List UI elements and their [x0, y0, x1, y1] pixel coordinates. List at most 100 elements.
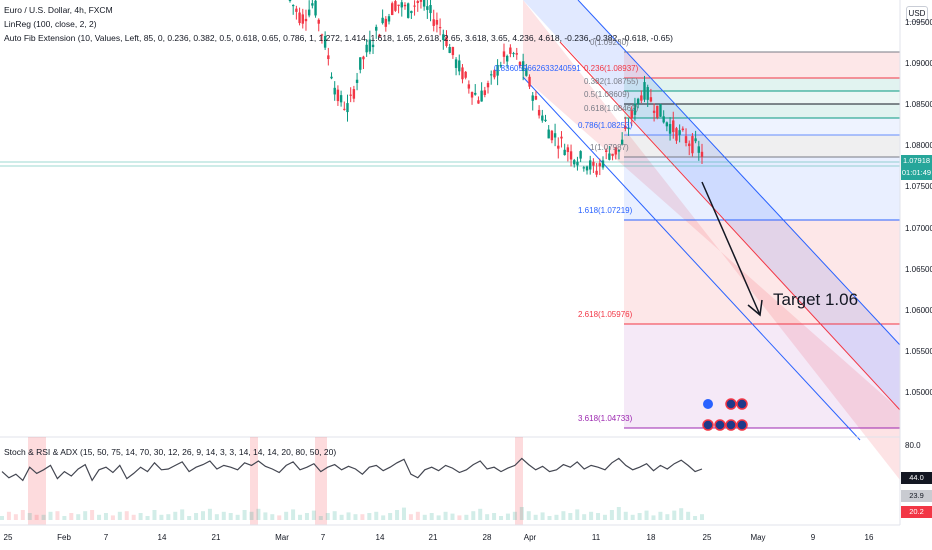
- histogram-bar: [561, 511, 566, 520]
- candle-body: [582, 167, 586, 169]
- price-tick: 1.05500: [905, 346, 932, 356]
- candle-body: [643, 82, 646, 100]
- fib-level-label: 0(1.09230): [590, 38, 629, 47]
- candle-body: [416, 1, 419, 3]
- candle-body: [464, 71, 467, 78]
- time-tick: 7: [320, 533, 326, 542]
- candle-body: [662, 116, 665, 123]
- candle-body: [346, 103, 349, 113]
- candle-body: [368, 39, 372, 52]
- histogram-bar: [360, 514, 365, 520]
- candle-body: [375, 26, 378, 31]
- histogram-bar: [512, 511, 517, 520]
- arrow-head: [747, 299, 763, 317]
- fib-legend[interactable]: Auto Fib Extension (10, Values, Left, 85…: [4, 33, 673, 43]
- candle-body: [458, 60, 461, 72]
- candle-body: [307, 9, 311, 16]
- candle-body: [608, 153, 611, 160]
- histogram-bar: [422, 514, 427, 520]
- candle-body: [576, 161, 579, 166]
- fib-zone: [624, 135, 900, 157]
- currency-label[interactable]: USD: [906, 6, 928, 22]
- candle-body: [633, 103, 637, 115]
- histogram-bar: [408, 514, 413, 520]
- candle-body: [391, 3, 394, 16]
- candle-body: [301, 14, 304, 24]
- time-tick: 25: [3, 533, 13, 542]
- regression-upper-line: [577, 0, 901, 346]
- candle-body: [688, 143, 691, 147]
- indicator-value-tag: 44.0: [901, 472, 932, 484]
- candle-body: [573, 160, 576, 165]
- price-tick: 1.07500: [905, 182, 932, 192]
- time-tick: 21: [428, 533, 438, 542]
- histogram-bar: [693, 516, 698, 520]
- histogram-bar: [602, 514, 607, 520]
- candle-body: [521, 61, 525, 72]
- histogram-bar: [686, 511, 691, 520]
- histogram-bar: [471, 511, 476, 520]
- histogram-bar: [41, 514, 46, 520]
- price-tick: 1.08000: [905, 141, 932, 151]
- candle-body: [563, 149, 566, 156]
- candle-body: [330, 76, 333, 79]
- time-tick: 25: [702, 533, 712, 542]
- candle-body: [400, 2, 403, 8]
- candle-body: [327, 55, 330, 60]
- candle-body: [617, 149, 621, 152]
- histogram-bar: [90, 510, 95, 520]
- time-tick: 18: [646, 533, 656, 542]
- candle-body: [502, 51, 506, 57]
- candle-body: [640, 95, 643, 101]
- candle-body: [598, 163, 601, 167]
- histogram-bar: [505, 513, 510, 520]
- candle-body: [448, 47, 451, 53]
- histogram-bar: [180, 509, 185, 520]
- histogram-bar: [27, 513, 32, 520]
- histogram-bar: [200, 511, 205, 520]
- histogram-bar: [395, 510, 400, 520]
- candle-body: [604, 150, 608, 152]
- time-tick: 16: [864, 533, 874, 542]
- target-annotation[interactable]: Target 1.06: [773, 290, 859, 309]
- candle-body: [352, 89, 356, 99]
- candle-body: [627, 127, 630, 130]
- fib-level-label: 0.5(1.08609): [584, 90, 630, 99]
- price-tick: 1.06000: [905, 305, 932, 315]
- histogram-bar: [131, 514, 136, 520]
- indicator-value-tag: 23.9: [901, 490, 932, 502]
- histogram-bar: [311, 510, 316, 520]
- fib-level-label: 0.836059662633240591: [494, 64, 581, 73]
- histogram-bar: [547, 516, 552, 520]
- candle-body: [381, 17, 384, 24]
- candle-body: [614, 147, 617, 155]
- histogram-bar: [651, 515, 656, 520]
- linreg-legend[interactable]: LinReg (100, close, 2, 2): [4, 19, 97, 29]
- indicator-legend[interactable]: Stoch & RSI & ADX (15, 50, 75, 14, 70, 3…: [4, 447, 337, 457]
- regression-lower-line: [522, 76, 861, 441]
- candle-body: [359, 57, 362, 70]
- candle-body: [525, 68, 528, 76]
- histogram-bar: [207, 508, 212, 520]
- histogram-bar: [353, 514, 358, 520]
- candle-body: [624, 125, 627, 129]
- histogram-bar: [540, 512, 545, 520]
- candle-body: [477, 100, 480, 104]
- histogram-bar: [110, 515, 115, 520]
- indicator-highlights: [28, 437, 523, 525]
- candle-body: [700, 151, 704, 157]
- candle-body: [378, 34, 381, 38]
- candle-body: [515, 53, 518, 55]
- candle-body: [694, 138, 697, 142]
- histogram-bar: [568, 513, 573, 520]
- candle-body: [355, 79, 359, 83]
- histogram-bar: [291, 509, 296, 520]
- histogram-bar: [429, 513, 434, 520]
- candle-body: [534, 95, 538, 100]
- price-tick: 1.07000: [905, 223, 932, 233]
- candle-body: [422, 0, 426, 7]
- histogram-bar: [124, 511, 129, 520]
- candle-body: [490, 74, 493, 76]
- candle-body: [592, 161, 595, 166]
